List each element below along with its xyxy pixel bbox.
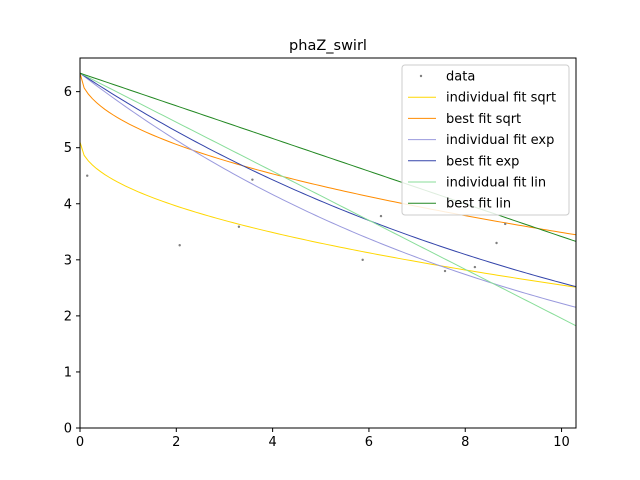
data-point xyxy=(86,174,89,177)
series-line-individual-fit-lin xyxy=(80,72,576,327)
data-point xyxy=(361,258,364,262)
legend-label: best fit lin xyxy=(446,197,511,212)
legend: data individual fit sqrt best fit sqrt indi… xyxy=(401,64,570,216)
x-tick-label: 6 xyxy=(365,435,373,450)
data-point xyxy=(504,222,507,226)
data-point xyxy=(178,244,181,247)
y-tick-label: 0 xyxy=(64,422,72,437)
legend-box xyxy=(401,64,570,216)
x-tick-label: 10 xyxy=(553,435,570,450)
data-point xyxy=(251,178,254,181)
series-line-best-fit-exp xyxy=(80,72,576,288)
data-point xyxy=(237,225,241,228)
y-tick-label: 3 xyxy=(64,253,72,268)
plot-frame xyxy=(79,57,577,429)
y-tick-label: 1 xyxy=(64,365,72,380)
legend-label: data xyxy=(446,70,475,85)
series-line-best-fit-sqrt xyxy=(80,73,576,236)
y-tick-label: 4 xyxy=(64,197,72,212)
x-axis: 0 2 4 6 8 10 xyxy=(76,428,570,450)
legend-label: individual fit exp xyxy=(446,133,554,148)
x-tick-label: 4 xyxy=(268,435,276,450)
data-point xyxy=(379,214,383,218)
legend-label: individual fit lin xyxy=(446,176,546,191)
y-tick-label: 2 xyxy=(64,309,72,324)
legend-label: best fit exp xyxy=(446,154,519,169)
legend-marker-data xyxy=(419,74,423,78)
series-line-individual-fit-sqrt xyxy=(80,141,576,288)
chart-title: phaZ_swirl xyxy=(289,38,367,54)
legend-label: individual fit sqrt xyxy=(446,91,556,106)
data-point xyxy=(495,241,498,245)
data-points-layer xyxy=(86,174,507,273)
legend-label: best fit sqrt xyxy=(446,112,521,127)
x-tick-label: 8 xyxy=(461,435,469,450)
y-axis: 0 1 2 3 4 5 6 xyxy=(64,85,80,437)
data-point xyxy=(473,265,477,269)
x-tick-label: 2 xyxy=(172,435,180,450)
y-tick-label: 6 xyxy=(64,85,72,100)
y-tick-label: 5 xyxy=(64,141,72,156)
x-tick-label: 0 xyxy=(76,435,84,450)
data-point xyxy=(443,269,447,273)
